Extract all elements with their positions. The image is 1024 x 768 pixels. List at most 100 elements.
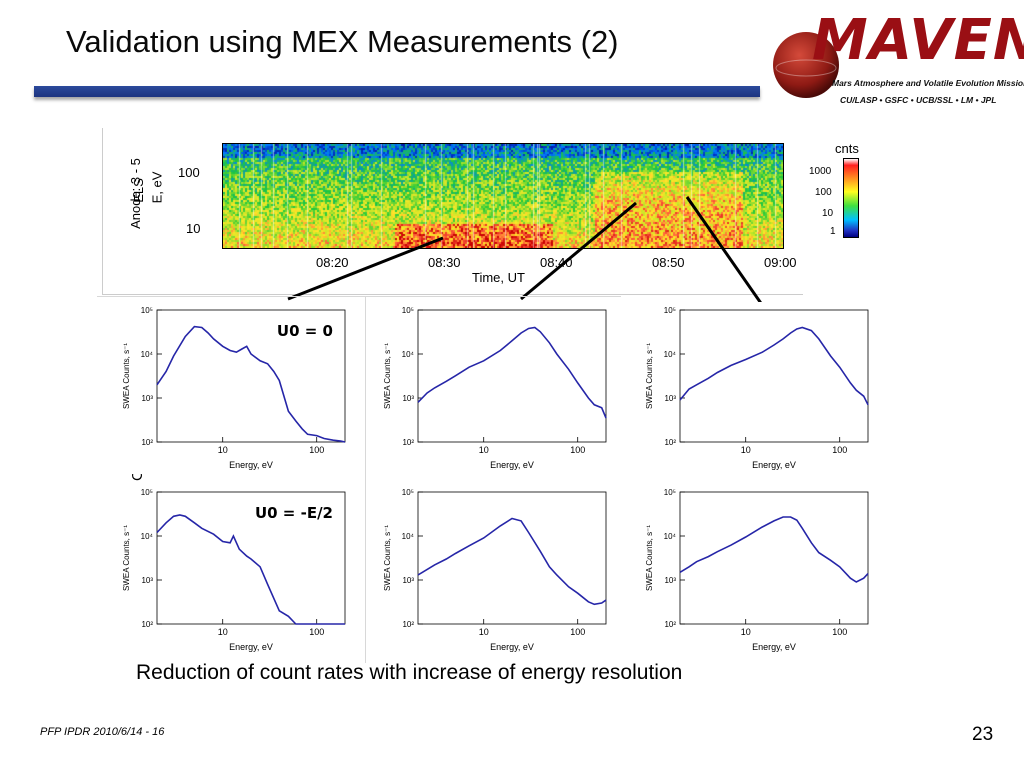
x-tick-label: 100	[309, 627, 324, 637]
x-tick-label: 100	[832, 627, 847, 637]
y-tick-label: 10⁴	[402, 532, 415, 541]
spectrum-plot: 10⁵ 10⁴ 10³ 10² 10 100 Energy, eV SWEA Counts, …	[645, 488, 869, 652]
spectrum-plot: 10⁵ 10⁴ 10³ 10² 10 100 Energy, eV SWEA Counts, …	[383, 306, 607, 470]
connector-line	[287, 236, 444, 301]
y-axis-label: SWEA Counts, s⁻¹	[645, 343, 654, 409]
x-axis-label: Energy, eV	[752, 460, 796, 470]
y-tick-label: 10²	[402, 438, 414, 447]
spectro-xtick: 08:20	[316, 255, 349, 270]
slide-footer: PFP IPDR 2010/6/14 - 16	[40, 726, 165, 738]
spectrum-curve	[156, 514, 345, 625]
spectrogram-image	[222, 143, 784, 249]
spectro-xtick: 08:30	[428, 255, 461, 270]
y-tick-label: 10⁴	[664, 350, 677, 359]
x-axis-label: Energy, eV	[229, 642, 273, 652]
y-tick-label: 10²	[141, 620, 153, 629]
colorbar-tick: 10	[822, 208, 834, 219]
logo-subtitle: Mars Atmosphere and Volatile Evolution M…	[832, 78, 1024, 88]
y-tick-label: 10⁵	[664, 306, 676, 315]
y-tick-label: 10²	[664, 438, 676, 447]
logo-wordmark: MAVEN	[812, 8, 1024, 73]
x-tick-label: 10	[479, 445, 489, 455]
y-tick-label: 10⁵	[402, 488, 414, 497]
x-tick-label: 100	[832, 445, 847, 455]
y-tick-label: 10³	[664, 576, 676, 585]
spectro-xtick: 08:50	[652, 255, 685, 270]
x-tick-label: 10	[741, 445, 751, 455]
y-axis-label: SWEA Counts, s⁻¹	[383, 525, 392, 591]
panel-label: U0 = -E/2	[255, 504, 333, 522]
mars-planet-icon	[773, 32, 839, 98]
spectrum-plot: 10⁵ 10⁴ 10³ 10² 10 100 Energy, eV SWEA Counts, …	[122, 488, 346, 652]
x-tick-label: 10	[218, 627, 228, 637]
spectro-xtick: 08:40	[540, 255, 573, 270]
page-number: 23	[972, 724, 994, 745]
x-tick-label: 100	[309, 445, 324, 455]
y-tick-label: 10²	[664, 620, 676, 629]
spectro-xtick: 09:00	[764, 255, 797, 270]
x-axis-label: Energy, eV	[229, 460, 273, 470]
spectrum-plot: 10⁵ 10⁴ 10³ 10² 10 100 Energy, eV SWEA Counts, …	[122, 306, 346, 470]
maven-logo	[768, 10, 1008, 110]
title-underline-bar	[34, 86, 760, 97]
y-tick-label: 10³	[402, 576, 414, 585]
logo-partners: CU/LASP • GSFC • UCB/SSL • LM • JPL	[840, 95, 997, 105]
y-axis-label: SWEA Counts, s⁻¹	[383, 343, 392, 409]
spectrum-plot: 10⁵ 10⁴ 10³ 10² 10 100 Energy, eV SWEA Counts, …	[645, 306, 869, 470]
x-tick-label: 100	[570, 445, 585, 455]
colorbar-title: cnts	[835, 141, 859, 156]
y-axis-label: SWEA Counts, s⁻¹	[122, 343, 131, 409]
x-axis-label: Energy, eV	[490, 642, 534, 652]
x-tick-label: 10	[741, 627, 751, 637]
plot-frame	[417, 491, 607, 625]
plot-frame	[156, 309, 346, 443]
spectrum-curve	[417, 326, 607, 419]
spectrum-curve	[679, 326, 869, 406]
spectrum-curve	[156, 325, 346, 443]
panel-group-left	[97, 296, 366, 663]
x-tick-label: 10	[479, 627, 489, 637]
spectrogram-frame	[102, 128, 803, 295]
x-tick-label: 100	[570, 627, 585, 637]
spectro-ytick: 100	[178, 165, 200, 180]
plot-frame	[417, 309, 607, 443]
y-tick-label: 10³	[141, 394, 153, 403]
colorbar	[843, 158, 859, 238]
y-tick-label: 10⁵	[664, 488, 676, 497]
connector-line	[520, 201, 637, 301]
spectro-ytick: 10	[186, 221, 201, 236]
y-tick-label: 10²	[402, 620, 414, 629]
colorbar-tick: 1	[830, 226, 836, 237]
x-tick-label: 10	[218, 445, 228, 455]
plot-frame	[679, 309, 869, 443]
y-tick-label: 10³	[141, 576, 153, 585]
spectrum-curve	[679, 516, 869, 583]
y-tick-label: 10⁴	[141, 350, 154, 359]
x-axis-label: Energy, eV	[752, 642, 796, 652]
x-axis-label: Energy, eV	[490, 460, 534, 470]
spectrum-plot: 10⁵ 10⁴ 10³ 10² 10 100 Energy, eV SWEA Counts, …	[383, 488, 607, 652]
y-axis-label: SWEA Counts, s⁻¹	[645, 525, 654, 591]
spectrum-curve	[417, 517, 607, 606]
y-tick-label: 10⁴	[141, 532, 154, 541]
plot-frame	[679, 491, 869, 625]
colorbar-tick: 1000	[809, 166, 832, 177]
spectrum-panel: 10⁵ 10⁴ 10³ 10² 10 100 Energy, eV SWEA Counts, …	[378, 302, 618, 474]
slide-caption: Reduction of count rates with increase o…	[136, 661, 683, 684]
slide-title: Validation using MEX Measurements (2)	[66, 24, 619, 59]
spectrum-panel: 10⁵ 10⁴ 10³ 10² 10 100 Energy, eV SWEA Counts, …	[117, 484, 357, 656]
panel-label: U0 = 0	[277, 322, 333, 340]
connector-line	[685, 196, 767, 310]
spectrum-panel: 10⁵ 10⁴ 10³ 10² 10 100 Energy, eV SWEA Counts, …	[378, 484, 618, 656]
spectrum-panel: 10⁵ 10⁴ 10³ 10² 10 100 Energy, eV SWEA Counts, …	[640, 302, 880, 474]
y-tick-label: 10³	[664, 394, 676, 403]
y-tick-label: 10³	[402, 394, 414, 403]
spectro-xlabel: Time, UT	[472, 270, 525, 285]
panel-group-middle	[365, 296, 621, 663]
spectrum-panel: 10⁵ 10⁴ 10³ 10² 10 100 Energy, eV SWEA Counts, …	[117, 302, 357, 474]
spectrum-panel: 10⁵ 10⁴ 10³ 10² 10 100 Energy, eV SWEA Counts, …	[640, 484, 880, 656]
y-tick-label: 10⁵	[141, 306, 153, 315]
plot-frame	[156, 491, 346, 625]
y-tick-label: 10⁵	[402, 306, 414, 315]
